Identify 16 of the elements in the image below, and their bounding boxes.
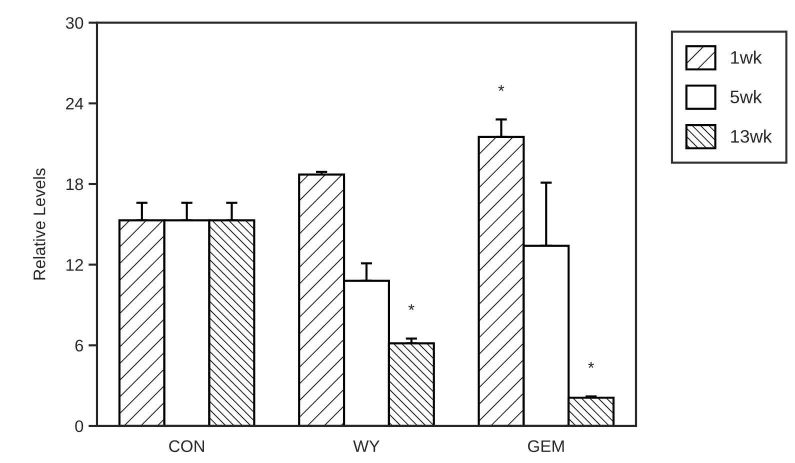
data-label: * <box>588 362 594 368</box>
legend-label: 13wk <box>731 129 772 143</box>
y-tick-label: 18 <box>66 178 84 190</box>
legend-label: 1wk <box>731 50 762 64</box>
legend-label: 5wk <box>730 90 762 104</box>
x-tick-label: GEM <box>528 440 564 452</box>
y-tick-label: 0 <box>75 420 84 432</box>
y-tick-label: 30 <box>66 17 84 29</box>
y-tick-label: 12 <box>66 259 83 271</box>
data-label: * <box>408 304 414 310</box>
y-axis-title: Relative Levels <box>33 168 46 280</box>
x-tick-label: WY <box>353 440 380 452</box>
y-tick-label: 6 <box>75 340 84 352</box>
x-tick-label: CON <box>169 440 204 452</box>
data-label: * <box>498 85 504 91</box>
y-tick-label: 24 <box>66 98 84 110</box>
